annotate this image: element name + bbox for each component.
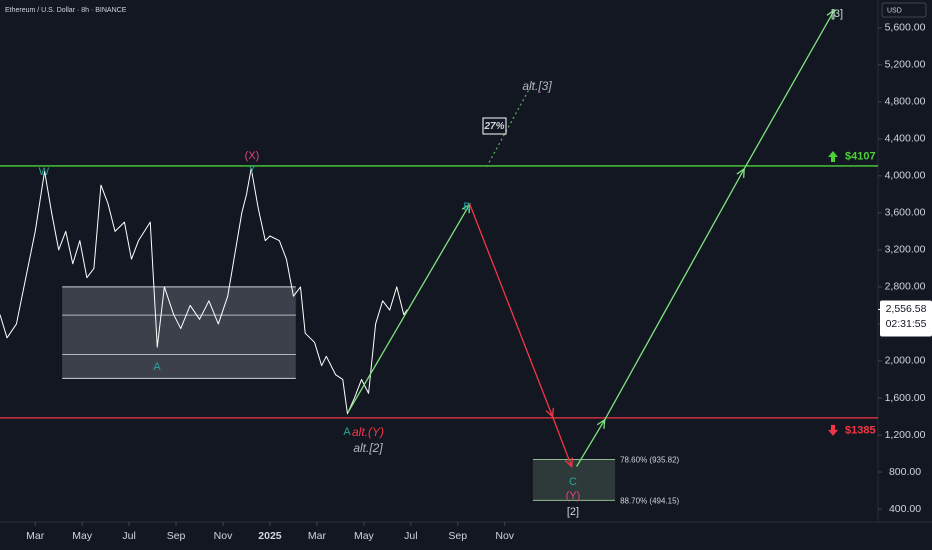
x-tick-label: Nov — [495, 530, 514, 542]
x-tick-label: Sep — [167, 530, 186, 542]
countdown: 02:31:55 — [886, 318, 927, 330]
wave-label: Y — [248, 164, 256, 176]
y-tick-label: 4,800.00 — [885, 96, 926, 108]
y-tick-label: 4,000.00 — [885, 170, 926, 182]
wave-label: (X) — [245, 150, 260, 162]
y-tick-label: 400.00 — [889, 503, 921, 515]
wave-label: C — [569, 476, 577, 488]
zone — [62, 286, 296, 379]
arrowhead — [545, 407, 554, 419]
arrowhead — [461, 202, 471, 214]
x-tick-label: Mar — [308, 530, 327, 542]
x-tick-label: Jul — [404, 530, 417, 542]
y-tick-label: 800.00 — [889, 466, 921, 478]
level-label: $1385 — [845, 424, 876, 436]
y-tick-label: 1,600.00 — [885, 392, 926, 404]
level-label: $4107 — [845, 150, 876, 162]
percent-box — [482, 117, 507, 135]
wave-label: A — [343, 426, 351, 438]
projection — [486, 82, 534, 168]
y-tick-label: 3,600.00 — [885, 207, 926, 219]
projection — [576, 9, 835, 467]
y-tick-label: 2,800.00 — [885, 281, 926, 293]
x-tick-label: Jul — [122, 530, 135, 542]
price-tag — [880, 300, 932, 337]
y-tick-label: 3,200.00 — [885, 244, 926, 256]
zone — [532, 459, 616, 501]
x-tick-label: Mar — [26, 530, 45, 542]
zone-label: 78.60% (935.82) — [620, 456, 679, 465]
wave-label: alt.(Y) — [352, 425, 384, 439]
x-tick-label: Sep — [448, 530, 467, 542]
y-tick-label: 5,600.00 — [885, 22, 926, 34]
price-tag-value: 2,556.58 — [886, 303, 927, 315]
x-tick-label: May — [354, 530, 375, 542]
percent-label: 27% — [483, 121, 504, 132]
wave-label: B — [463, 201, 470, 213]
level-arrow — [828, 150, 838, 162]
level-arrow — [828, 424, 838, 436]
price-line — [0, 167, 408, 415]
wave-label: A — [153, 361, 161, 373]
arrowhead — [564, 457, 574, 468]
wave-label: (Y) — [566, 490, 581, 502]
wave-label: alt.[2] — [353, 441, 383, 455]
arrowhead — [596, 418, 606, 429]
wave-label: alt.[3] — [522, 79, 552, 93]
chart-title: Ethereum / U.S. Dollar · 8h · BINANCE — [5, 7, 127, 14]
arrowhead — [736, 167, 745, 178]
x-tick-label: May — [72, 530, 93, 542]
y-tick-label: 5,200.00 — [885, 59, 926, 71]
x-tick-label: 2025 — [258, 530, 282, 542]
y-tick-label: 2,000.00 — [885, 355, 926, 367]
y-tick-label: 4,400.00 — [885, 133, 926, 145]
x-tick-label: Nov — [214, 530, 233, 542]
zone-label: 88.70% (494.15) — [620, 496, 679, 505]
wave-label: W — [39, 166, 50, 178]
arrowhead — [826, 8, 836, 20]
currency[interactable]: USD — [887, 7, 902, 14]
wave-label: [2] — [567, 506, 579, 518]
currency-box[interactable] — [881, 2, 927, 18]
y-tick-label: 1,200.00 — [885, 429, 926, 441]
wave-label: [3] — [831, 8, 843, 20]
projection — [347, 203, 471, 413]
